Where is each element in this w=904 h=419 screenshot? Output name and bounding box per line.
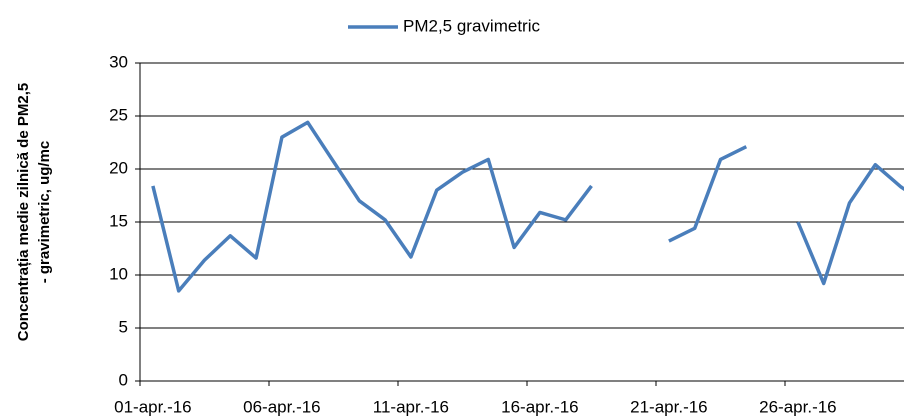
x-tick-label: 26-apr.-16 [759, 397, 837, 416]
y-tick-label: 15 [109, 211, 128, 230]
data-line [151, 120, 904, 293]
y-tick-label: 0 [119, 370, 128, 389]
y-tick-label: 25 [109, 105, 128, 124]
legend-label: PM2,5 gravimetric [403, 16, 540, 35]
x-tick-label: 21-apr.-16 [630, 397, 708, 416]
x-tick-label: 11-apr.-16 [373, 397, 449, 416]
y-axis-label: - gravimetric, ug/mc [36, 141, 53, 284]
y-tick-label: 5 [119, 317, 128, 336]
x-tick-label: 01-apr.-16 [114, 397, 192, 416]
x-tick-label: 16-apr.-16 [501, 397, 579, 416]
y-tick-label: 10 [109, 264, 128, 283]
x-tick-label: 06-apr.-16 [243, 397, 321, 416]
y-tick-label: 30 [109, 52, 128, 71]
y-axis-label: Concentrația medie zilnică de PM2,5 [15, 83, 32, 341]
y-tick-label: 20 [109, 158, 128, 177]
